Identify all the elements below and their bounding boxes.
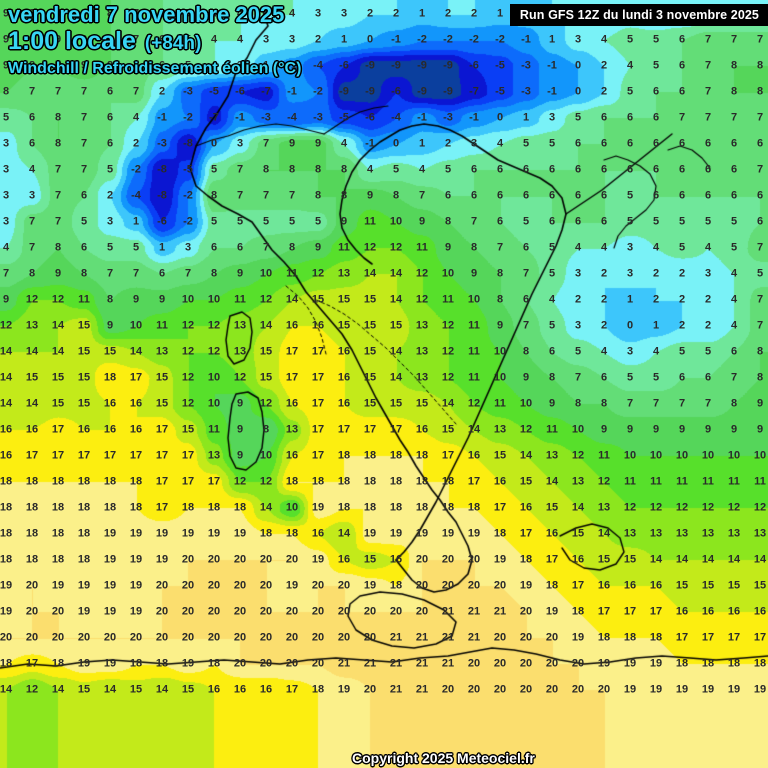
model-run-banner: Run GFS 12Z du lundi 3 novembre 2025 [509,4,768,26]
copyright-label: Copyright 2025 Meteociel.fr [352,750,535,766]
